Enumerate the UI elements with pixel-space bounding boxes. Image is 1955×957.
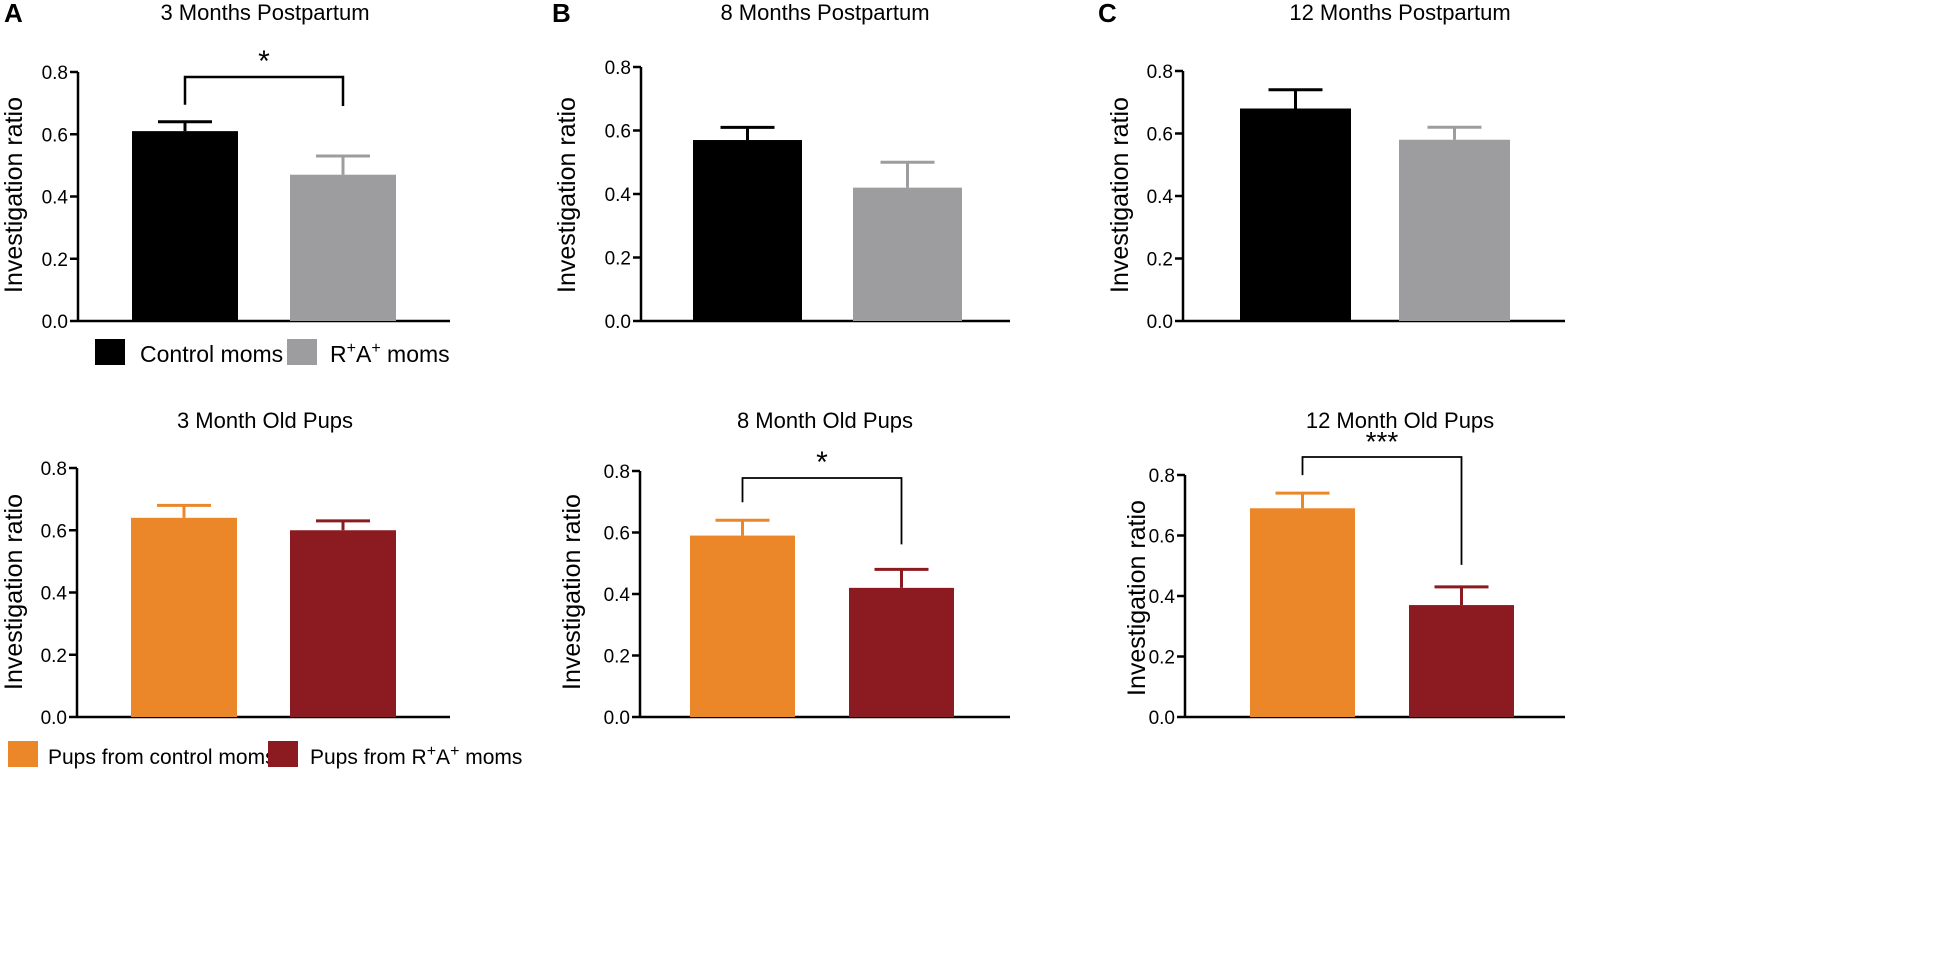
chart-panel-a-bottom: 3 Month Old Pups Investigation ratio 0.0 0.… [0, 408, 450, 729]
y-tick-label: 0.0 [42, 312, 68, 333]
significance-marker: * [258, 45, 270, 78]
y-tick-label: 0.0 [41, 708, 67, 729]
y-tick-label: 0.2 [1149, 648, 1175, 669]
legend-pups: Pups from control moms Pups from R+A+ mo… [8, 741, 522, 769]
y-tick-label: 0.0 [604, 708, 630, 729]
chart-title: 12 Months Postpartum [1289, 0, 1510, 25]
y-tick-label: 0.6 [1149, 527, 1175, 548]
y-tick-label: 0.8 [41, 459, 67, 480]
y-axis-label: Investigation ratio [1106, 97, 1134, 293]
y-axis-label: Investigation ratio [0, 97, 28, 293]
y-tick-label: 0.0 [1149, 708, 1175, 729]
y-tick-label: 0.8 [42, 63, 68, 84]
legend-swatch-pups-ra [268, 741, 298, 767]
bar-ra [849, 587, 954, 717]
bar-control [132, 131, 238, 321]
bar-control [131, 517, 237, 717]
chart-title: 8 Months Postpartum [720, 0, 929, 25]
y-tick-label: 0.8 [605, 58, 631, 79]
bar-control [690, 535, 795, 717]
y-axis-label: Investigation ratio [1123, 500, 1151, 696]
bar-ra [290, 530, 396, 717]
y-tick-label: 0.4 [604, 585, 631, 606]
significance-marker: * [816, 446, 828, 479]
legend-swatch-ra-moms [287, 339, 317, 365]
bar-control [693, 140, 802, 321]
significance-marker: *** [1366, 426, 1399, 457]
significance-bracket [183, 75, 345, 107]
y-tick-label: 0.8 [1149, 466, 1175, 487]
panel-letter: C [1098, 0, 1117, 28]
legend-label-ra-moms: R+A+ moms [330, 340, 450, 367]
y-tick-label: 0.4 [42, 188, 69, 209]
chart-title: 8 Month Old Pups [737, 408, 913, 433]
legend-swatch-pups-control [8, 741, 38, 767]
y-axis-label: Investigation ratio [553, 97, 581, 293]
panel-letter: B [552, 0, 571, 28]
y-tick-label: 0.4 [1149, 587, 1176, 608]
bar-ra [1399, 139, 1510, 321]
chart-title: 12 Month Old Pups [1306, 408, 1494, 433]
legend-label-control-moms: Control moms [140, 341, 283, 367]
y-tick-label: 0.0 [605, 312, 631, 333]
chart-panel-c-bottom: 12 Month Old Pups Investigation ratio 0.0 0… [1123, 408, 1565, 729]
legend-label-pups-ra: Pups from R+A+ moms [310, 743, 522, 769]
bar-ra [853, 187, 962, 321]
y-tick-label: 0.6 [604, 524, 630, 545]
y-tick-label: 0.4 [605, 185, 632, 206]
y-tick-label: 0.8 [1147, 62, 1173, 83]
y-tick-label: 0.4 [41, 584, 68, 605]
y-tick-label: 0.4 [1147, 187, 1174, 208]
bar-control [1240, 108, 1351, 321]
chart-panel-c-top: 12 Months Postpartum C Investigation ratio… [1098, 0, 1565, 333]
y-tick-label: 0.2 [605, 249, 631, 270]
panel-letter: A [4, 0, 23, 28]
y-tick-label: 0.2 [41, 646, 67, 667]
y-axis-label: Investigation ratio [558, 494, 586, 690]
legend-moms: Control moms R+A+ moms [95, 339, 450, 367]
y-tick-label: 0.6 [605, 122, 631, 143]
chart-panel-a-top: 3 Months Postpartum A Investigation ratio 0… [0, 0, 450, 333]
y-tick-label: 0.2 [604, 647, 630, 668]
bar-ra [1409, 605, 1514, 717]
bar-control [1250, 508, 1355, 717]
legend-swatch-control-moms [95, 339, 125, 365]
y-tick-label: 0.6 [41, 521, 67, 542]
y-tick-label: 0.8 [604, 462, 630, 483]
bar-ra [290, 174, 396, 321]
y-tick-label: 0.2 [1147, 250, 1173, 271]
significance-bracket [741, 477, 903, 545]
chart-panel-b-bottom: 8 Month Old Pups Investigation ratio 0.0 0.… [558, 408, 1010, 729]
y-tick-label: 0.2 [42, 250, 68, 271]
significance-bracket [1301, 456, 1463, 565]
chart-title: 3 Months Postpartum [160, 0, 369, 25]
y-tick-label: 0.0 [1147, 312, 1173, 333]
chart-title: 3 Month Old Pups [177, 408, 353, 433]
y-axis-label: Investigation ratio [0, 494, 28, 690]
chart-panel-b-top: 8 Months Postpartum B Investigation ratio 0… [552, 0, 1010, 333]
y-tick-label: 0.6 [42, 125, 68, 146]
y-tick-label: 0.6 [1147, 125, 1173, 146]
legend-label-pups-control: Pups from control moms [48, 746, 276, 769]
